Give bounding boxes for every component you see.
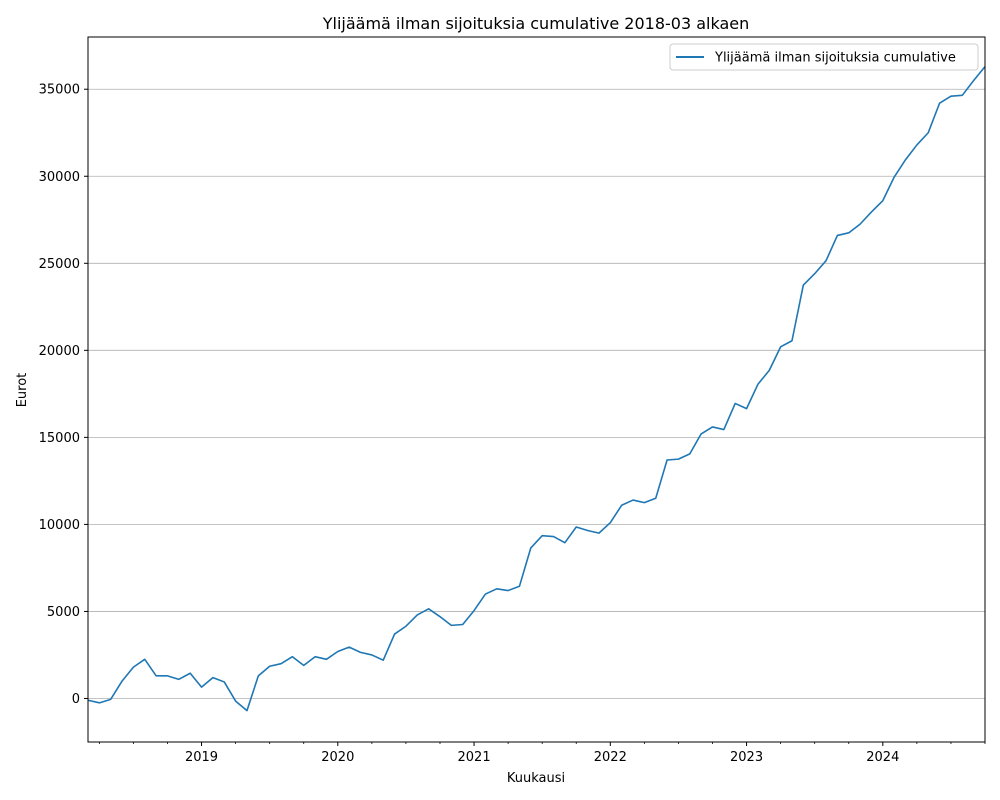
y-tick-label: 25000 [39,257,80,272]
y-tick-label: 5000 [47,605,80,620]
grid-lines [88,88,985,699]
series-layer [87,66,986,712]
plot-frame [87,36,986,743]
series-line [87,66,986,712]
y-axis-label: Eurot [15,373,30,408]
y-tick-label: 10000 [39,518,80,533]
legend-box [669,43,979,71]
x-tick-label: 2024 [866,750,899,765]
legend: Ylijäämä ilman sijoituksia cumulative [669,43,979,71]
x-tick-label: 2019 [185,750,218,765]
x-axis-label: Kuukausi [507,771,565,786]
x-tick-label: 2022 [594,750,627,765]
y-tick-label: 20000 [39,344,80,359]
chart-title: Ylijäämä ilman sijoituksia cumulative 20… [322,14,750,33]
x-tick-label: 2023 [730,750,763,765]
tick-layer: 0 5000 10000 15000 20000 25000 30000 35000 2019 2… [39,83,986,765]
y-tick-label: 0 [72,692,80,707]
y-tick-label: 30000 [39,170,80,185]
y-tick-label: 15000 [39,431,80,446]
x-tick-label: 2021 [458,750,491,765]
x-tick-label: 2020 [321,750,354,765]
legend-label: Ylijäämä ilman sijoituksia cumulative [714,51,956,66]
y-tick-label: 35000 [39,83,80,98]
